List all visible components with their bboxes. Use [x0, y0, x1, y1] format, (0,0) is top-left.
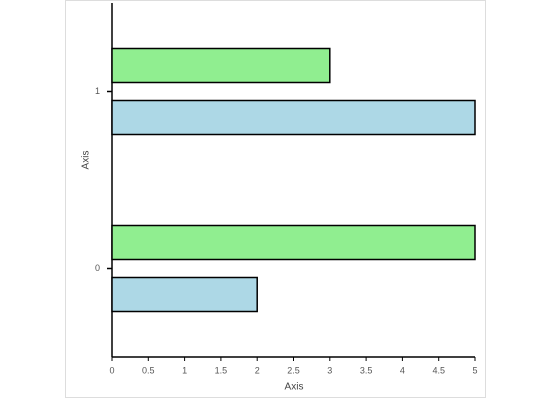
x-tick-label: 2: [255, 365, 260, 375]
bar: [111, 99, 476, 136]
x-tick-label: 2.5: [287, 365, 300, 375]
x-tick-label: 3: [327, 365, 332, 375]
bar: [111, 276, 258, 313]
bar: [111, 224, 476, 261]
y-axis-label: Axis: [81, 151, 92, 170]
x-tick-label: 0.5: [142, 365, 155, 375]
x-tick-label: 1: [182, 365, 187, 375]
x-tick-label: 5: [472, 365, 477, 375]
x-axis-label: Axis: [285, 382, 304, 393]
x-tick-label: 4.5: [432, 365, 445, 375]
y-tick-label: 0: [95, 263, 100, 273]
x-tick-label: 3.5: [360, 365, 373, 375]
x-tick-label: 4: [400, 365, 405, 375]
y-tick-label: 1: [95, 86, 100, 96]
bar: [111, 47, 331, 84]
x-tick-label: 1.5: [215, 365, 228, 375]
x-tick-label: 0: [109, 365, 114, 375]
